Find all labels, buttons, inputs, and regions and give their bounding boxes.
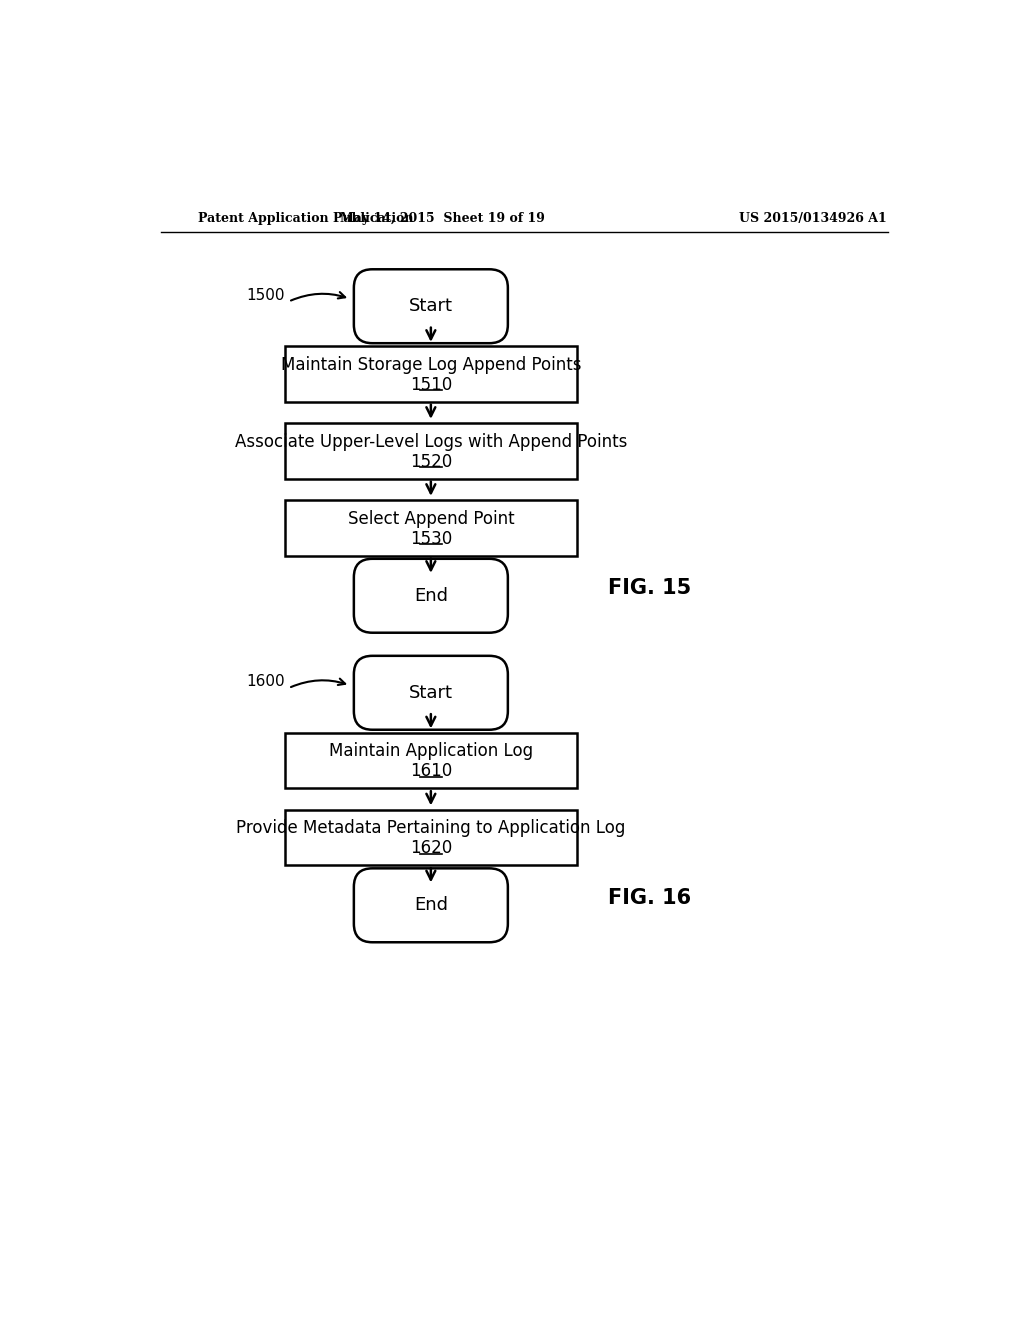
- Bar: [285, 810, 578, 866]
- Text: 1500: 1500: [246, 288, 285, 304]
- Text: FIG. 15: FIG. 15: [608, 578, 691, 598]
- Text: Provide Metadata Pertaining to Application Log: Provide Metadata Pertaining to Applicati…: [237, 820, 626, 837]
- FancyBboxPatch shape: [354, 656, 508, 730]
- Text: 1520: 1520: [410, 453, 452, 471]
- Text: Patent Application Publication: Patent Application Publication: [199, 213, 414, 224]
- FancyBboxPatch shape: [354, 269, 508, 343]
- Text: Start: Start: [409, 684, 453, 702]
- Text: Start: Start: [409, 297, 453, 315]
- Bar: [285, 346, 578, 401]
- Text: FIG. 16: FIG. 16: [608, 888, 691, 908]
- Text: 1610: 1610: [410, 763, 452, 780]
- Text: US 2015/0134926 A1: US 2015/0134926 A1: [739, 213, 887, 224]
- Text: Maintain Application Log: Maintain Application Log: [329, 742, 532, 760]
- Text: May 14, 2015  Sheet 19 of 19: May 14, 2015 Sheet 19 of 19: [340, 213, 545, 224]
- Text: 1510: 1510: [410, 376, 452, 393]
- FancyBboxPatch shape: [354, 558, 508, 632]
- Text: 1530: 1530: [410, 529, 452, 548]
- Bar: [285, 424, 578, 479]
- Text: End: End: [414, 896, 447, 915]
- Text: Select Append Point: Select Append Point: [347, 510, 514, 528]
- Text: End: End: [414, 587, 447, 605]
- Bar: [285, 733, 578, 788]
- Text: 1600: 1600: [246, 675, 285, 689]
- Text: Associate Upper-Level Logs with Append Points: Associate Upper-Level Logs with Append P…: [234, 433, 627, 450]
- Text: 1620: 1620: [410, 840, 452, 857]
- Text: Maintain Storage Log Append Points: Maintain Storage Log Append Points: [281, 356, 581, 374]
- FancyBboxPatch shape: [354, 869, 508, 942]
- Bar: [285, 500, 578, 556]
